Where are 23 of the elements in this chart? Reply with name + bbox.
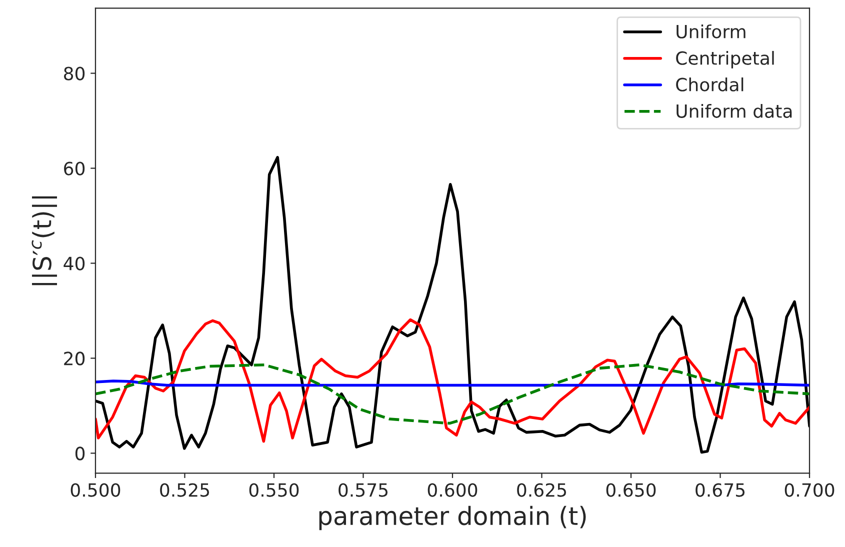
legend-label: Uniform <box>676 24 746 38</box>
y-tick-label: 20 <box>64 352 85 366</box>
y-tick-label: 60 <box>64 162 85 176</box>
x-tick-label: 0.700 <box>784 483 834 497</box>
x-tick-label: 0.625 <box>517 483 566 497</box>
line-series <box>95 318 810 443</box>
x-tick-label: 0.575 <box>338 483 388 497</box>
line-series <box>95 156 810 454</box>
line-series <box>95 363 810 425</box>
y-axis-title: ||S′$^{c}$(t)|| <box>32 196 57 286</box>
x-tick-label: 0.650 <box>606 483 656 497</box>
legend-label: Centripetal <box>676 50 774 68</box>
y-tick-label: 40 <box>64 256 85 270</box>
y-tick-label: 0 <box>75 446 85 460</box>
x-tick-label: 0.525 <box>160 483 210 497</box>
x-tick-label: 0.600 <box>428 483 478 497</box>
x-tick-label: 0.550 <box>249 483 299 497</box>
legend-label: Uniform data <box>676 104 792 118</box>
y-tick-label: 80 <box>64 66 85 80</box>
x-tick-label: 0.675 <box>696 483 745 497</box>
x-axis-title: parameter domain (t) <box>319 506 586 530</box>
legend-label: Chordal <box>676 77 744 92</box>
x-tick-label: 0.500 <box>70 483 120 497</box>
